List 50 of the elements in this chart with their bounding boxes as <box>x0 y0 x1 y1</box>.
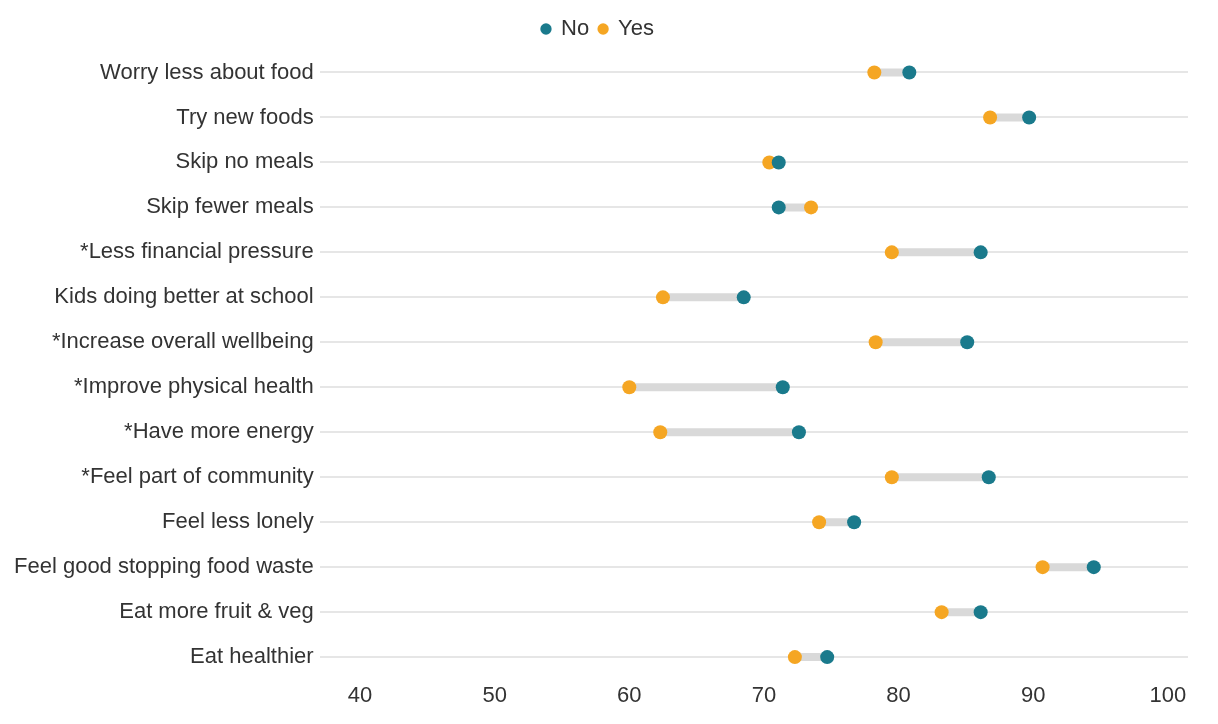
y-tick-label: Kids doing better at school <box>54 283 314 309</box>
point <box>973 245 988 260</box>
point <box>1022 110 1037 125</box>
point <box>771 200 786 215</box>
y-tick-label: *Feel part of community <box>81 463 314 489</box>
point <box>787 650 802 665</box>
y-tick-label: Try new foods <box>176 103 314 129</box>
point <box>775 380 790 395</box>
point <box>868 335 883 350</box>
point <box>934 605 949 620</box>
point <box>771 155 786 170</box>
y-tick-label: Skip fewer meals <box>146 193 314 219</box>
point <box>902 65 917 80</box>
point <box>973 605 988 620</box>
x-tick-label: 100 <box>1149 681 1187 707</box>
y-tick-label: Feel less lonely <box>162 508 314 534</box>
point <box>960 335 975 350</box>
y-tick-label: Feel good stopping food waste <box>14 553 314 579</box>
y-tick-label: *Less financial pressure <box>80 238 314 264</box>
y-tick-label: Eat more fruit & veg <box>119 598 314 624</box>
point <box>820 650 835 665</box>
point <box>1086 560 1101 575</box>
point <box>884 470 899 485</box>
y-tick-label: *Increase overall wellbeing <box>51 328 314 354</box>
y-tick-label: Eat healthier <box>190 643 314 669</box>
legend-label: No <box>560 15 590 41</box>
x-tick-label: 90 <box>1020 681 1046 707</box>
legend-label: Yes <box>618 15 655 41</box>
point <box>804 200 819 215</box>
y-tick-label: *Improve physical health <box>73 373 314 399</box>
point <box>653 425 668 440</box>
x-tick-label: 80 <box>886 681 911 707</box>
y-tick-label: Skip no meals <box>175 148 314 174</box>
point <box>867 65 882 80</box>
point <box>884 245 899 260</box>
x-tick-label: 40 <box>347 681 373 707</box>
x-tick-label: 60 <box>617 681 642 707</box>
point <box>655 290 670 305</box>
point <box>847 515 862 530</box>
point <box>736 290 751 305</box>
point <box>622 380 637 395</box>
point <box>791 425 806 440</box>
y-tick-label: *Have more energy <box>124 418 314 444</box>
point <box>983 110 998 125</box>
x-tick-label: 50 <box>482 681 507 707</box>
point <box>812 515 827 530</box>
x-tick-label: 70 <box>751 681 777 707</box>
y-tick-label: Worry less about food <box>100 58 314 84</box>
point <box>981 470 996 485</box>
point <box>1035 560 1050 575</box>
